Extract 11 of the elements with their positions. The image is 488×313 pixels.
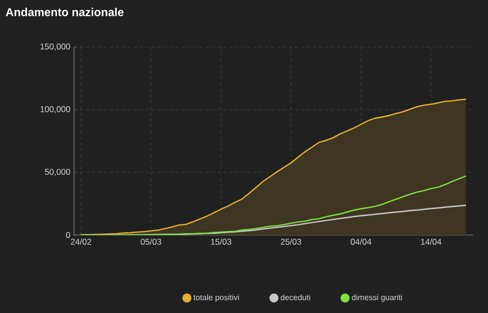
y-tick-label: 150,000 bbox=[40, 44, 70, 50]
chart-title: Andamento nazionale bbox=[6, 8, 124, 16]
x-tick-label: 05/03 bbox=[140, 238, 162, 245]
x-tick-label: 25/03 bbox=[280, 238, 302, 245]
x-tick-label: 14/04 bbox=[421, 238, 442, 245]
x-tick-label: 24/02 bbox=[70, 238, 92, 245]
x-tick-label: 04/04 bbox=[350, 238, 372, 245]
y-tick-label: 100,000 bbox=[40, 106, 70, 114]
y-tick-label: 0 bbox=[66, 232, 70, 238]
x-tick-label: 15/03 bbox=[211, 238, 232, 245]
y-tick-label: 50,000 bbox=[44, 168, 70, 176]
